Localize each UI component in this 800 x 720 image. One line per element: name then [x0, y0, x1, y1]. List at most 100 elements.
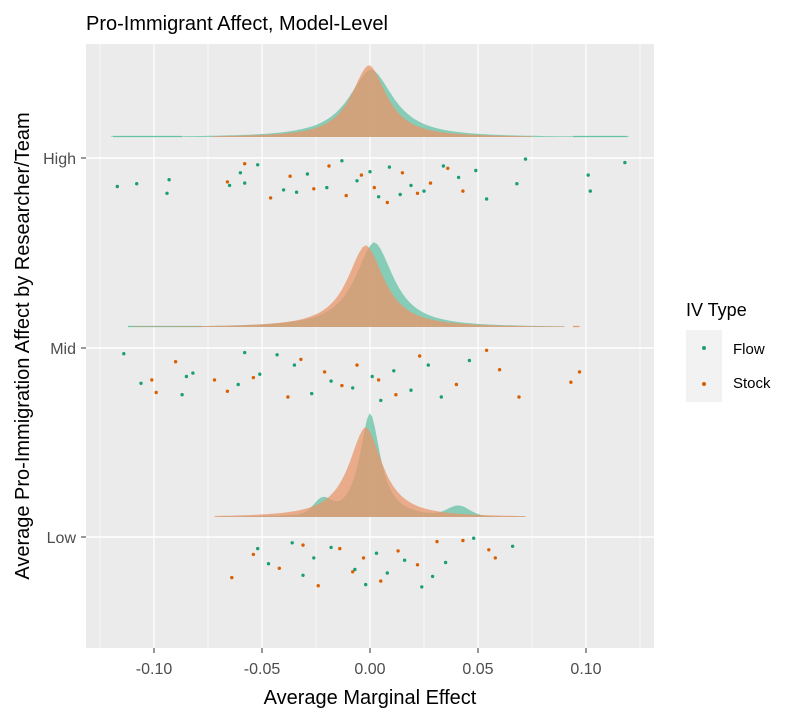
point-flow-high [325, 185, 329, 190]
point-flow-high [623, 160, 627, 165]
point-flow-high [368, 170, 372, 174]
density-stock-high [212, 65, 533, 137]
point-flow-mid [370, 374, 374, 379]
point-flow-high [243, 181, 247, 185]
point-flow-high [340, 159, 344, 163]
point-stock-high [243, 162, 247, 166]
point-stock-low [301, 543, 305, 547]
grid-lines [86, 44, 654, 648]
point-stock-mid [150, 378, 154, 382]
point-stock-low [251, 552, 256, 557]
point-flow-high [409, 183, 413, 188]
point-flow-low [443, 560, 448, 565]
x-tick-label: 0.10 [570, 661, 601, 678]
x-tick-label: 0.05 [462, 661, 493, 678]
legend: IV Type Flow Stock [686, 300, 771, 402]
legend-dot-flow [702, 346, 706, 350]
point-flow-high [422, 189, 426, 193]
point-flow-low [266, 562, 271, 566]
point-flow-high [256, 163, 260, 167]
point-flow-high [456, 175, 461, 180]
x-tick-label: 0.00 [354, 661, 385, 678]
y-axis: High Mid Low [43, 151, 86, 547]
point-flow-high [165, 191, 169, 195]
point-stock-mid [376, 378, 381, 382]
point-stock-mid [569, 380, 573, 384]
point-stock-low [379, 579, 383, 583]
point-flow-high [281, 188, 286, 192]
y-axis-title: Average Pro-Immigration Affect by Resear… [12, 112, 34, 579]
point-flow-mid [409, 388, 413, 392]
point-flow-high [586, 173, 590, 177]
point-flow-low [353, 567, 357, 572]
point-flow-low [364, 582, 368, 587]
point-stock-high [400, 171, 405, 175]
point-flow-mid [180, 393, 184, 397]
x-tick-label: -0.05 [244, 661, 281, 678]
point-stock-mid [154, 390, 158, 395]
point-stock-mid [517, 395, 521, 399]
point-flow-low [312, 556, 316, 560]
point-flow-high [227, 183, 232, 188]
y-tick-label: Low [47, 530, 77, 547]
point-stock-mid [299, 357, 303, 362]
point-flow-mid [392, 369, 396, 373]
point-flow-mid [467, 358, 472, 363]
point-flow-high [355, 179, 359, 183]
point-flow-low [420, 585, 424, 589]
point-stock-mid [454, 382, 459, 387]
point-stock-mid [173, 360, 178, 364]
y-tick-label: Mid [50, 341, 76, 358]
point-stock-mid [355, 363, 359, 367]
point-flow-mid [122, 352, 126, 356]
point-flow-high [376, 195, 381, 199]
point-stock-mid [484, 348, 489, 352]
point-flow-high [474, 168, 478, 173]
point-flow-mid [379, 398, 383, 403]
point-flow-high [484, 197, 489, 201]
point-stock-mid [322, 370, 327, 374]
point-stock-mid [340, 383, 344, 388]
point-flow-high [398, 192, 402, 197]
point-stock-low [435, 539, 439, 544]
density-stock-mid [132, 245, 565, 327]
point-flow-mid [139, 381, 143, 385]
point-stock-low [361, 556, 366, 560]
x-tick-label: -0.10 [136, 661, 173, 678]
density-stock-low [214, 427, 526, 517]
point-flow-mid [243, 350, 247, 355]
point-stock-mid [251, 375, 256, 380]
point-stock-high [288, 174, 292, 178]
point-stock-low [277, 566, 281, 570]
point-stock-mid [225, 389, 230, 393]
point-stock-mid [497, 368, 502, 372]
point-stock-mid [418, 354, 422, 358]
point-flow-low [301, 573, 305, 577]
point-flow-mid [236, 382, 240, 387]
x-axis: -0.10 -0.05 0.00 0.05 0.10 [136, 648, 602, 678]
point-stock-high [327, 164, 331, 168]
point-flow-low [374, 551, 379, 555]
point-flow-mid [184, 374, 189, 379]
point-stock-high [312, 187, 316, 191]
point-flow-high [167, 178, 171, 182]
point-flow-mid [329, 379, 333, 383]
point-layer [115, 157, 627, 589]
point-flow-low [290, 541, 294, 545]
point-stock-high [385, 200, 389, 205]
point-flow-low [402, 558, 407, 562]
legend-label-stock: Stock [733, 375, 771, 392]
point-flow-high [115, 184, 120, 189]
point-stock-high [344, 193, 348, 198]
point-flow-mid [439, 395, 443, 399]
point-stock-high [372, 185, 376, 190]
point-flow-high [441, 164, 446, 168]
point-stock-mid [212, 378, 217, 382]
point-flow-high [294, 190, 299, 194]
point-flow-mid [275, 353, 279, 357]
point-flow-high [523, 157, 528, 161]
legend-title: IV Type [686, 300, 747, 320]
point-flow-mid [351, 386, 355, 390]
y-tick-label: High [43, 151, 76, 168]
